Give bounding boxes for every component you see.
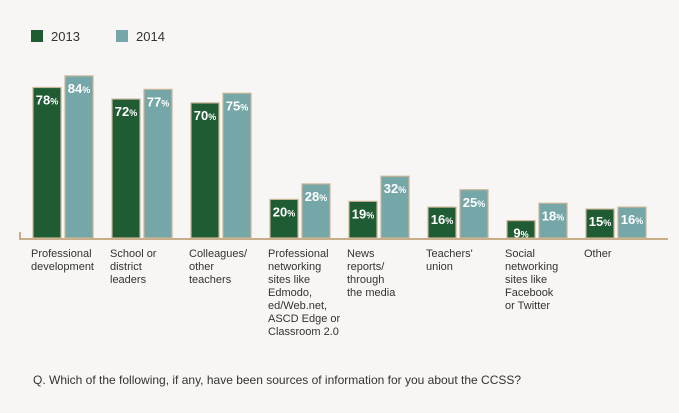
- category-label-3: Professional: [268, 248, 329, 260]
- bar-2014-1: [143, 88, 173, 239]
- data-label-2013-5: 16%: [431, 212, 453, 227]
- x-axis-line: [19, 232, 668, 240]
- data-label-2014-6: 18%: [542, 208, 564, 223]
- data-label-2013-6: 9%: [513, 226, 528, 241]
- category-label-6: or Twitter: [505, 300, 550, 312]
- bar-2013-6: [506, 220, 536, 239]
- category-label-3: ed/Web.net,: [268, 300, 327, 312]
- data-label-2014-4: 32%: [384, 181, 406, 196]
- bar-2014-4: [380, 175, 410, 239]
- category-label-7: Other: [584, 248, 612, 260]
- category-label-0: development: [31, 261, 94, 273]
- data-label-2014-0: 84%: [68, 81, 90, 96]
- bar-2014-0: [64, 75, 94, 239]
- legend-swatch-2013: [31, 30, 43, 42]
- data-label-2014-1: 77%: [147, 94, 169, 109]
- data-label-2014-5: 25%: [463, 195, 485, 210]
- category-label-5: union: [426, 261, 453, 273]
- bar-2014-6: [538, 202, 568, 239]
- question-footnote: Q. Which of the following, if any, have …: [33, 373, 521, 387]
- category-label-2: Colleagues/: [189, 248, 248, 260]
- category-label-6: Facebook: [505, 287, 554, 299]
- category-label-3: networking: [268, 261, 321, 273]
- bar-2013-2: [190, 102, 220, 239]
- category-label-0: Professional: [31, 248, 92, 260]
- category-label-6: Social: [505, 248, 535, 260]
- category-label-3: Edmodo,: [268, 287, 312, 299]
- bar-2013-7: [585, 208, 615, 239]
- category-label-4: the media: [347, 287, 396, 299]
- category-label-6: sites like: [505, 274, 547, 286]
- category-label-4: reports/: [347, 261, 385, 273]
- data-label-2014-2: 75%: [226, 98, 248, 113]
- category-label-2: teachers: [189, 274, 232, 286]
- bar-2014-2: [222, 92, 252, 239]
- category-label-2: other: [189, 261, 214, 273]
- data-label-2013-1: 72%: [115, 104, 137, 119]
- data-label-2013-4: 19%: [352, 206, 374, 221]
- category-label-5: Teachers': [426, 248, 473, 260]
- bar-2013-1: [111, 98, 141, 239]
- data-label-2014-7: 16%: [621, 212, 643, 227]
- bar-2013-0: [32, 86, 62, 239]
- data-label-2013-2: 70%: [194, 108, 216, 123]
- data-label-2013-7: 15%: [589, 214, 611, 229]
- category-label-1: School or: [110, 248, 157, 260]
- legend-label-2013: 2013: [51, 29, 80, 44]
- data-label-2013-0: 78%: [36, 92, 58, 107]
- bar-2014-3: [301, 183, 331, 239]
- bar-2013-5: [427, 206, 457, 239]
- category-label-3: ASCD Edge or: [268, 313, 340, 325]
- bar-2014-5: [459, 189, 489, 239]
- bar-2013-4: [348, 200, 378, 239]
- category-label-4: through: [347, 274, 384, 286]
- category-label-4: News: [347, 248, 375, 260]
- bar-2014-7: [617, 206, 647, 239]
- category-label-1: leaders: [110, 274, 147, 286]
- legend-swatch-2014: [116, 30, 128, 42]
- bar-2013-3: [269, 198, 299, 239]
- category-label-6: networking: [505, 261, 558, 273]
- legend-label-2014: 2014: [136, 29, 165, 44]
- category-label-3: sites like: [268, 274, 310, 286]
- category-label-3: Classroom 2.0: [268, 326, 339, 338]
- category-label-1: district: [110, 261, 142, 273]
- data-label-2013-3: 20%: [273, 204, 295, 219]
- data-label-2014-3: 28%: [305, 189, 327, 204]
